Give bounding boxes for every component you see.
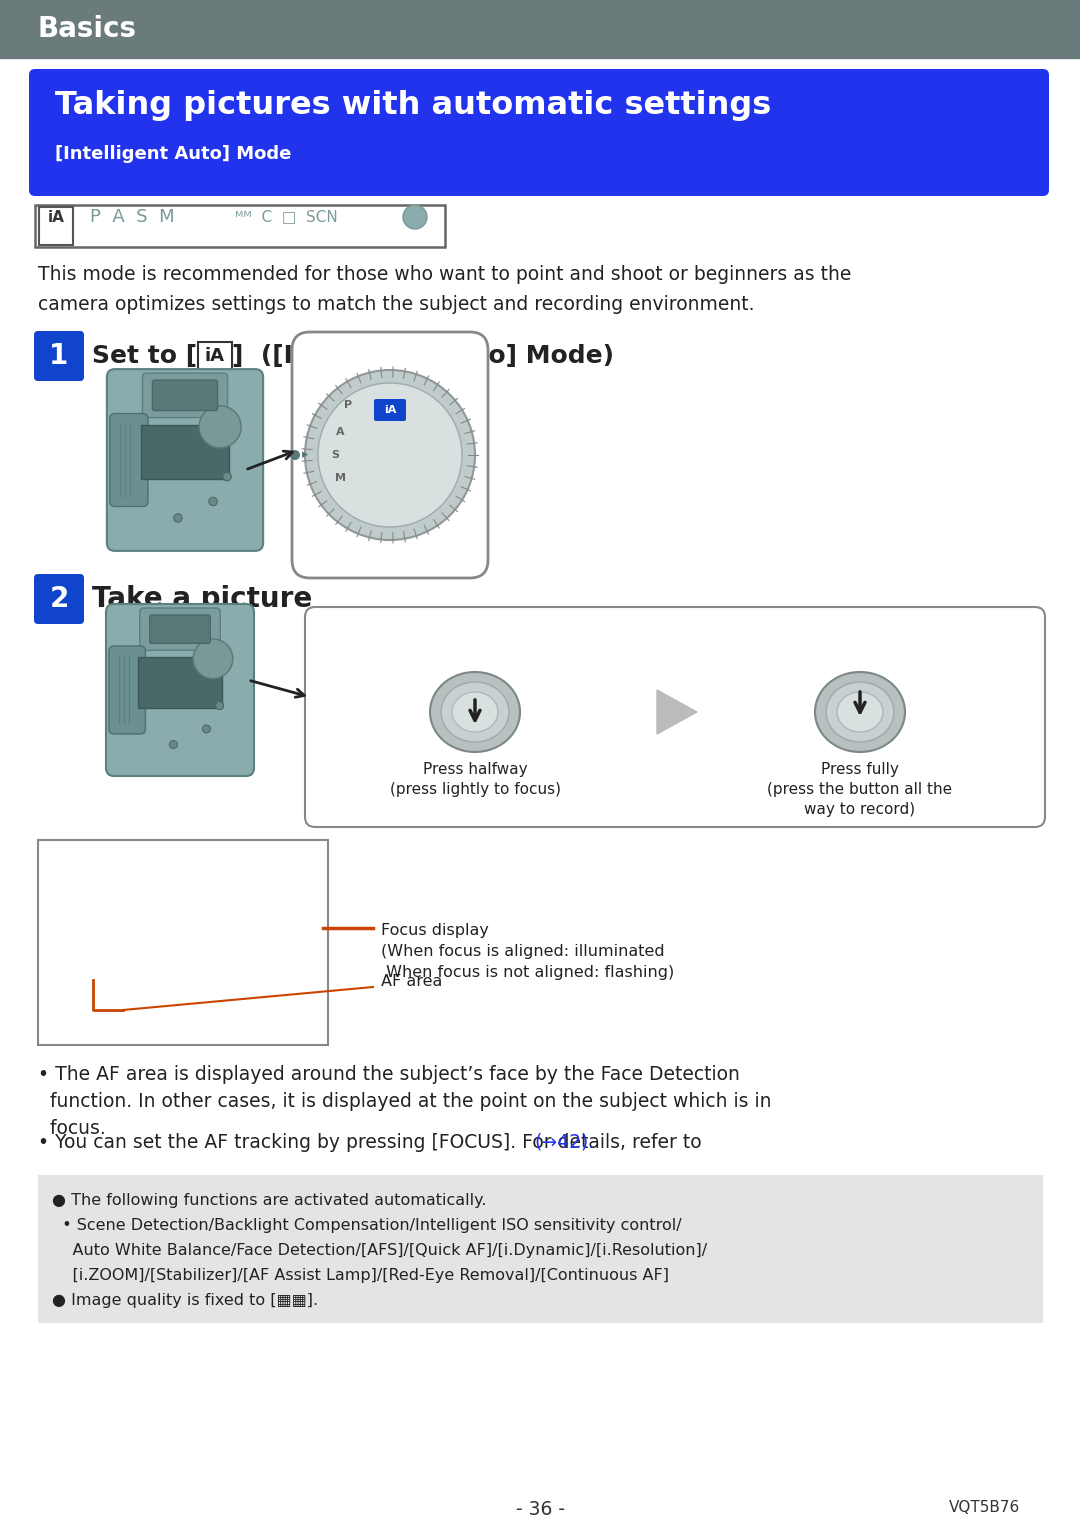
FancyBboxPatch shape	[29, 69, 1049, 196]
Text: ᴹᴹ  C  □  SCN: ᴹᴹ C □ SCN	[235, 209, 338, 224]
Circle shape	[202, 725, 211, 734]
Bar	[0, 0, 1080, 58]
Text: This mode is recommended for those who want to point and shoot or beginners as t: This mode is recommended for those who w…	[38, 266, 851, 284]
FancyBboxPatch shape	[38, 840, 328, 1045]
Text: [Intelligent Auto] Mode: [Intelligent Auto] Mode	[55, 144, 292, 163]
Circle shape	[305, 370, 475, 540]
Ellipse shape	[826, 682, 894, 741]
Circle shape	[208, 497, 217, 505]
FancyBboxPatch shape	[33, 332, 84, 381]
Polygon shape	[657, 691, 697, 734]
FancyBboxPatch shape	[139, 608, 220, 651]
Text: P  A  S  M: P A S M	[90, 209, 175, 226]
Text: Auto White Balance/Face Detection/[AFS]/[Quick AF]/[i.Dynamic]/[i.Resolution]/: Auto White Balance/Face Detection/[AFS]/…	[52, 1243, 707, 1259]
Text: Press fully
(press the button all the
way to record): Press fully (press the button all the wa…	[768, 761, 953, 817]
Text: P: P	[345, 401, 352, 410]
Text: VQT5B76: VQT5B76	[948, 1500, 1020, 1515]
Circle shape	[199, 405, 241, 448]
Text: Focus display
(When focus is aligned: illuminated
 When focus is not aligned: fl: Focus display (When focus is aligned: il…	[381, 923, 674, 979]
Text: iA: iA	[393, 399, 405, 408]
Circle shape	[222, 473, 231, 480]
Text: Take a picture: Take a picture	[92, 585, 312, 612]
Text: ▸: ▸	[302, 448, 308, 462]
FancyBboxPatch shape	[35, 206, 445, 247]
Text: Set to [: Set to [	[92, 344, 198, 368]
FancyBboxPatch shape	[138, 657, 221, 708]
Circle shape	[170, 740, 177, 749]
Text: 2: 2	[50, 585, 69, 612]
Ellipse shape	[453, 692, 498, 732]
Text: AF area: AF area	[381, 975, 443, 990]
Circle shape	[403, 206, 427, 229]
Text: A: A	[336, 427, 345, 437]
Circle shape	[216, 701, 224, 709]
FancyBboxPatch shape	[143, 373, 228, 418]
FancyBboxPatch shape	[107, 368, 264, 551]
Text: (→42).: (→42).	[535, 1133, 594, 1151]
Bar	[38, 1174, 1043, 1323]
Circle shape	[318, 384, 462, 527]
Text: - 36 -: - 36 -	[515, 1500, 565, 1520]
Text: [i.ZOOM]/[Stabilizer]/[AF Assist Lamp]/[Red-Eye Removal]/[Continuous AF]: [i.ZOOM]/[Stabilizer]/[AF Assist Lamp]/[…	[52, 1268, 669, 1283]
Text: iA: iA	[205, 347, 225, 365]
Text: iA: iA	[48, 209, 65, 224]
Text: 1: 1	[50, 342, 69, 370]
Ellipse shape	[815, 672, 905, 752]
Text: camera optimizes settings to match the subject and recording environment.: camera optimizes settings to match the s…	[38, 295, 755, 315]
Text: S: S	[330, 450, 339, 460]
FancyBboxPatch shape	[150, 616, 211, 643]
FancyBboxPatch shape	[39, 207, 73, 246]
FancyBboxPatch shape	[292, 332, 488, 579]
FancyBboxPatch shape	[106, 603, 254, 777]
Text: ]  ([Intelligent Auto] Mode): ] ([Intelligent Auto] Mode)	[232, 344, 615, 368]
FancyBboxPatch shape	[152, 381, 217, 410]
Ellipse shape	[441, 682, 509, 741]
FancyBboxPatch shape	[374, 399, 406, 421]
Text: iA: iA	[383, 405, 396, 414]
FancyBboxPatch shape	[305, 606, 1045, 827]
Text: Taking pictures with automatic settings: Taking pictures with automatic settings	[55, 91, 771, 121]
Ellipse shape	[837, 692, 883, 732]
FancyBboxPatch shape	[109, 646, 146, 734]
FancyBboxPatch shape	[33, 574, 84, 625]
Text: • You can set the AF tracking by pressing [FOCUS]. For details, refer to: • You can set the AF tracking by pressin…	[38, 1133, 707, 1151]
Text: ● The following functions are activated automatically.: ● The following functions are activated …	[52, 1193, 486, 1208]
FancyBboxPatch shape	[140, 425, 229, 479]
Circle shape	[291, 450, 300, 460]
Text: Press halfway
(press lightly to focus): Press halfway (press lightly to focus)	[390, 761, 561, 797]
Text: • Scene Detection/Backlight Compensation/Intelligent ISO sensitivity control/: • Scene Detection/Backlight Compensation…	[52, 1217, 681, 1233]
Circle shape	[174, 514, 183, 522]
Text: Basics: Basics	[38, 15, 137, 43]
Ellipse shape	[430, 672, 519, 752]
Text: • The AF area is displayed around the subject’s face by the Face Detection
  fun: • The AF area is displayed around the su…	[38, 1065, 771, 1139]
Circle shape	[193, 639, 233, 678]
FancyBboxPatch shape	[110, 413, 148, 507]
Text: M: M	[335, 473, 346, 484]
Text: ● Image quality is fixed to [▦▦].: ● Image quality is fixed to [▦▦].	[52, 1292, 319, 1308]
